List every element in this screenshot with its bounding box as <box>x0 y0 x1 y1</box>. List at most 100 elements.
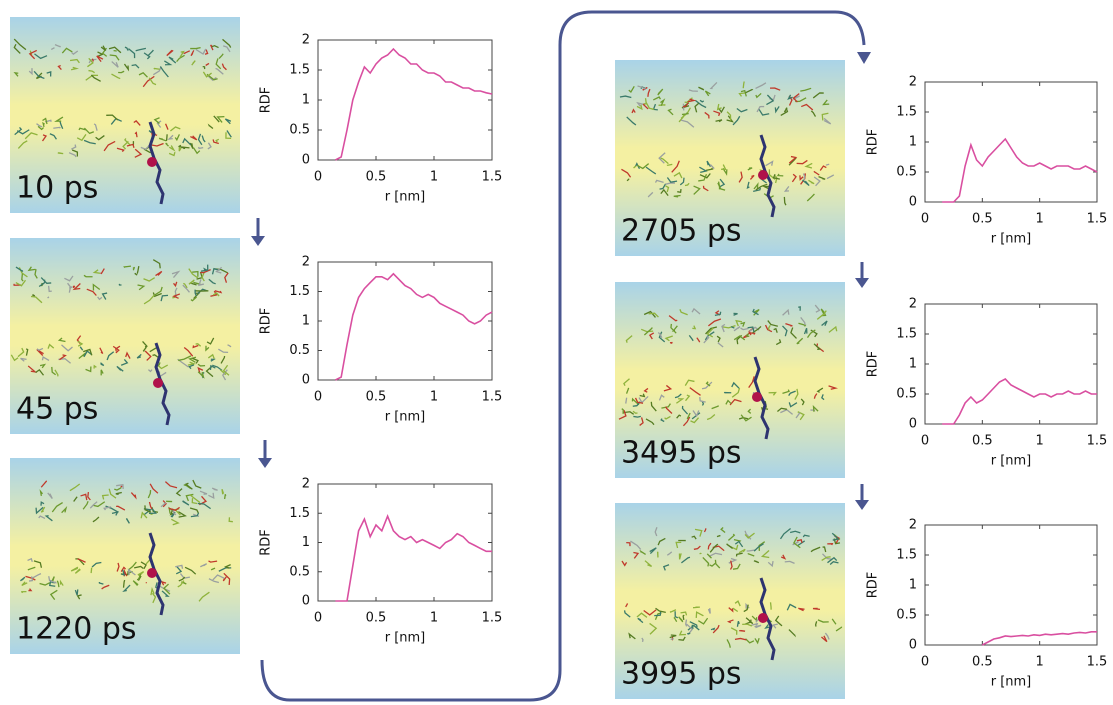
lipid <box>48 576 57 584</box>
lipid <box>625 335 633 343</box>
lipid <box>818 176 826 180</box>
lipid <box>150 586 155 596</box>
lipid <box>625 397 628 404</box>
lipid <box>92 283 101 291</box>
lipid <box>47 285 52 293</box>
lipid <box>192 270 199 277</box>
lipid <box>819 165 827 171</box>
snapshot <box>10 17 240 213</box>
lipid <box>208 560 218 563</box>
lipid <box>706 553 712 559</box>
lipid <box>725 399 732 405</box>
lipid <box>218 348 229 354</box>
lipid <box>213 115 220 123</box>
lipid <box>21 581 28 586</box>
y-tick-label: 1.5 <box>896 105 917 120</box>
lipid <box>25 348 29 356</box>
molecule <box>759 577 776 661</box>
lipid <box>135 47 147 52</box>
lipid <box>154 286 163 296</box>
y-tick-label: 1.5 <box>289 506 310 521</box>
lipid <box>160 502 167 508</box>
snapshot-label: 10 ps <box>16 171 98 206</box>
lipid <box>175 488 183 497</box>
lipid <box>190 135 198 141</box>
lipid <box>726 543 733 550</box>
lipid <box>124 46 129 51</box>
lipid <box>116 147 125 153</box>
lipid <box>626 116 637 126</box>
lipid <box>77 558 86 563</box>
lipid <box>131 64 140 69</box>
lipid <box>142 341 148 348</box>
lipid <box>821 112 829 121</box>
lipid <box>813 176 821 187</box>
lipid <box>54 44 61 48</box>
rdf-line <box>942 378 1097 425</box>
lipid <box>688 89 698 92</box>
lipid <box>740 414 752 422</box>
lipid <box>158 137 167 142</box>
lipid <box>28 576 34 582</box>
x-axis-label: r [nm] <box>385 410 426 425</box>
lipid <box>828 385 838 390</box>
lipid <box>798 306 801 311</box>
lipid <box>628 86 635 94</box>
y-tick-label: 2 <box>909 297 917 312</box>
lipid <box>91 58 94 62</box>
y-tick-label: 0.5 <box>289 564 310 579</box>
lipid <box>768 391 777 396</box>
lipid <box>639 549 646 555</box>
lipid <box>153 67 160 70</box>
lipid <box>773 327 778 333</box>
lipid <box>806 193 815 202</box>
lipid <box>69 483 81 492</box>
lipid <box>36 347 44 351</box>
lipid <box>97 51 104 58</box>
lipid <box>93 123 98 131</box>
lipid <box>205 366 214 378</box>
lipid <box>801 103 814 111</box>
molecule-atom <box>758 613 768 623</box>
chart: 0 0.5 1 1.5 2 0 0.5 1 1.5 r [nm] RDF <box>259 255 503 425</box>
lipid <box>733 335 746 341</box>
lipid <box>101 584 110 590</box>
lipid <box>746 549 756 552</box>
lipid <box>108 488 117 499</box>
lipid <box>831 532 840 541</box>
lipid <box>710 627 716 631</box>
y-tick-label: 2 <box>302 477 310 492</box>
lipid <box>21 273 24 282</box>
lipid <box>97 296 103 301</box>
lipid <box>822 553 832 560</box>
snapshot <box>615 60 845 256</box>
lipid <box>134 148 143 158</box>
lipid <box>197 366 204 373</box>
lipid <box>680 611 688 616</box>
lipid <box>95 135 105 141</box>
lipid <box>174 134 180 142</box>
x-tick-label: 0 <box>314 170 322 185</box>
lipid <box>745 619 752 625</box>
lipid <box>728 607 734 613</box>
lipid <box>183 282 188 289</box>
lipid <box>674 611 679 619</box>
lipid <box>679 309 688 316</box>
lipid <box>42 121 45 128</box>
lipid <box>143 277 156 282</box>
lipid <box>56 580 60 588</box>
lipid <box>812 607 821 611</box>
lipid <box>133 120 141 126</box>
lipid <box>701 401 705 406</box>
lipid <box>694 99 707 109</box>
lipid <box>709 81 718 90</box>
lipid <box>677 189 682 193</box>
lipid <box>216 116 225 123</box>
rdf-line <box>335 514 492 602</box>
lipid <box>648 312 659 318</box>
lipid <box>24 132 38 140</box>
lipid <box>734 637 747 641</box>
lipid <box>89 501 98 509</box>
lipid <box>175 565 183 575</box>
